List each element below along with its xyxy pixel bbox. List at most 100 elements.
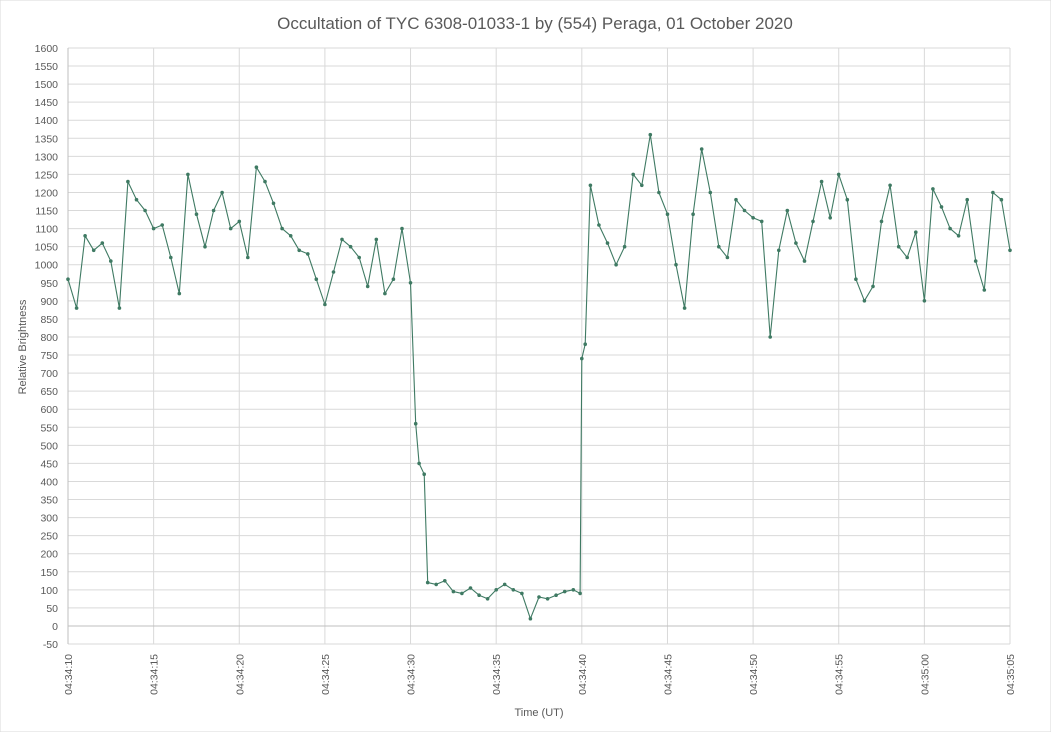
y-tick-label: 1600 [35,43,59,55]
data-point [460,591,464,596]
data-point [143,208,147,213]
x-tick-labels: 04:34:10 04:34:15 04:34:20 04:34:25 04:34:30… [63,654,1017,695]
data-point [554,593,558,597]
y-axis-title: Relative Brightness [17,299,29,394]
data-point [365,284,370,289]
data-point [982,288,987,292]
y-tick-label: 600 [40,404,58,416]
x-tick-label: 04:34:35 [491,654,503,695]
y-tick-label: 1350 [35,133,59,145]
data-point [811,219,815,224]
data-point [502,582,507,587]
x-tick-label: 04:35:00 [919,654,931,695]
x-tick-label: 04:34:15 [149,654,161,695]
y-tick-label: 1200 [35,187,59,199]
data-point [151,226,156,231]
data-point [828,216,832,220]
data-point [271,201,276,206]
data-point [91,248,96,253]
data-point [220,190,224,195]
data-point [422,472,427,477]
data-point [699,147,704,151]
x-tick-label: 04:34:30 [406,654,418,695]
y-tick-label: 300 [40,513,58,525]
data-point [297,248,302,253]
data-point [965,197,969,202]
data-point [648,132,653,137]
data-point [845,197,850,202]
data-point [939,205,944,209]
data-point [794,241,798,245]
data-point [357,255,362,260]
data-point [413,421,418,426]
y-tick-label: -50 [43,639,58,651]
y-tick-label: 800 [40,332,58,344]
data-point [323,302,327,307]
y-tick-label: 1100 [35,224,58,236]
data-point [819,179,824,184]
data-point [186,172,190,177]
data-point [657,190,661,195]
series-layer [66,132,1012,621]
data-point [391,277,396,282]
data-point [973,259,978,263]
data-point [640,183,644,188]
data-point [614,262,618,267]
y-tick-label: 1550 [35,61,59,73]
data-point [211,208,216,213]
data-point [66,277,70,282]
y-tick-label: 250 [40,531,58,543]
y-tick-label: 150 [40,567,58,579]
data-point [622,244,627,249]
data-point [896,244,901,249]
data-point [254,165,259,169]
data-point [280,226,284,231]
data-point [631,172,635,177]
data-point [306,252,310,256]
data-point [931,187,935,191]
y-tick-label: 850 [40,314,58,326]
data-point [725,255,730,260]
x-tick-label: 04:34:10 [63,654,75,695]
y-tick-label: 1000 [35,260,59,272]
data-point [605,241,610,245]
data-point [914,230,918,234]
data-point [948,226,952,231]
data-point [408,281,413,285]
data-point [263,179,267,184]
data-point [126,179,130,184]
data-point [117,306,122,310]
data-point [785,208,790,213]
data-point [477,593,481,597]
data-point [580,356,584,361]
data-point [888,183,892,188]
x-tick-label: 04:34:50 [748,654,760,695]
y-tick-label: 350 [40,495,58,507]
data-point [83,234,87,238]
data-point [451,589,456,594]
x-tick-label: 04:34:40 [577,654,589,695]
y-tick-label: 500 [40,440,58,452]
data-point [203,244,207,249]
data-point [674,262,678,267]
data-point [228,226,233,231]
data-point [571,588,576,592]
data-point [879,219,884,224]
data-point [665,212,670,216]
y-tick-label: 1400 [35,115,59,127]
y-tick-label: 1450 [35,97,59,109]
data-point [836,172,841,177]
data-point [494,588,499,592]
data-point [340,237,344,242]
data-point [528,616,533,621]
y-tick-label: 750 [40,350,58,362]
data-point [768,335,772,339]
data-point [578,591,582,596]
x-tick-label: 04:34:20 [234,654,246,695]
data-point [777,248,781,253]
x-tick-label: 04:34:45 [662,654,674,695]
data-point [759,219,764,224]
data-point [717,244,721,249]
y-tick-label: 1150 [35,206,58,218]
